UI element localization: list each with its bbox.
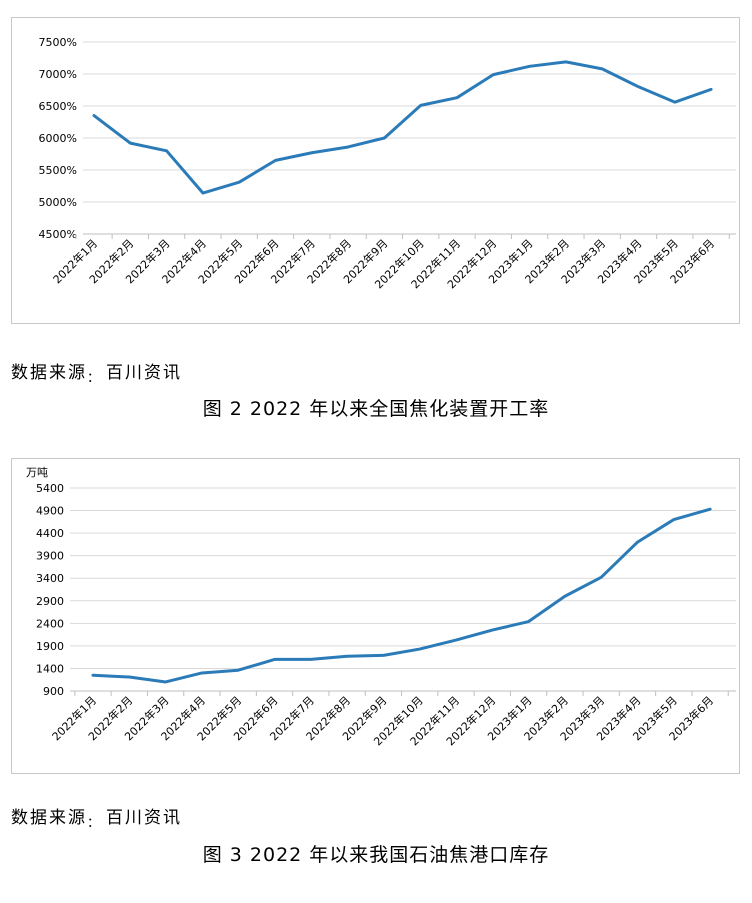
y-tick-label: 3900: [36, 550, 64, 563]
y-tick-label: 4400: [36, 527, 64, 540]
source-label: 数据来源: [11, 363, 87, 383]
y-tick-label: 2400: [36, 617, 64, 630]
y-axis-unit: 万吨: [26, 466, 48, 479]
chart-panel-port-inventory: 万吨 900 1400 1900 2400 2900 3400 3900 4400 4900 54…: [11, 458, 740, 774]
y-tick-label: 3400: [36, 572, 64, 585]
y-tick-label: 7500%: [39, 36, 77, 49]
data-source-note: 数据来源： 百川资讯: [11, 358, 183, 386]
y-tick-label: 5500%: [39, 164, 77, 177]
source-name: 百川资讯: [106, 363, 183, 383]
y-tick-label: 5400: [36, 482, 64, 495]
port-inventory-chart: 9001400190024002900340039004400490054002…: [36, 482, 736, 748]
y-tick-label: 4500%: [39, 228, 77, 241]
series-line: [92, 60, 713, 195]
y-tick-label: 4900: [36, 505, 64, 518]
y-tick-label: 6000%: [39, 132, 77, 145]
y-tick-label: 900: [43, 685, 64, 698]
figure-caption: 图 2 2022 年以来全国焦化装置开工率: [202, 398, 550, 420]
y-tick-label: 6500%: [39, 100, 77, 113]
source-label: 数据来源: [11, 808, 87, 828]
y-tick-label: 1900: [36, 640, 64, 653]
source-name: 百川资讯: [106, 808, 183, 828]
chart-panel-operating-rate: 4500% 5000% 5500% 6000% 6500% 7000% 7500% 2022年…: [11, 17, 740, 324]
y-tick-label: 2900: [36, 595, 64, 608]
y-tick-label: 7000%: [39, 68, 77, 81]
series-line: [91, 507, 712, 684]
y-tick-label: 1400: [36, 662, 64, 675]
source-colon: ：: [87, 371, 103, 386]
operating-rate-chart: 4500%5000%5500%6000%6500%7000%7500%2022年…: [39, 36, 736, 291]
data-source-note: 数据来源： 百川资讯: [11, 803, 183, 831]
figure-caption: 图 3 2022 年以来我国石油焦港口库存: [202, 844, 550, 866]
source-colon: ：: [87, 816, 103, 831]
y-tick-label: 5000%: [39, 196, 77, 209]
